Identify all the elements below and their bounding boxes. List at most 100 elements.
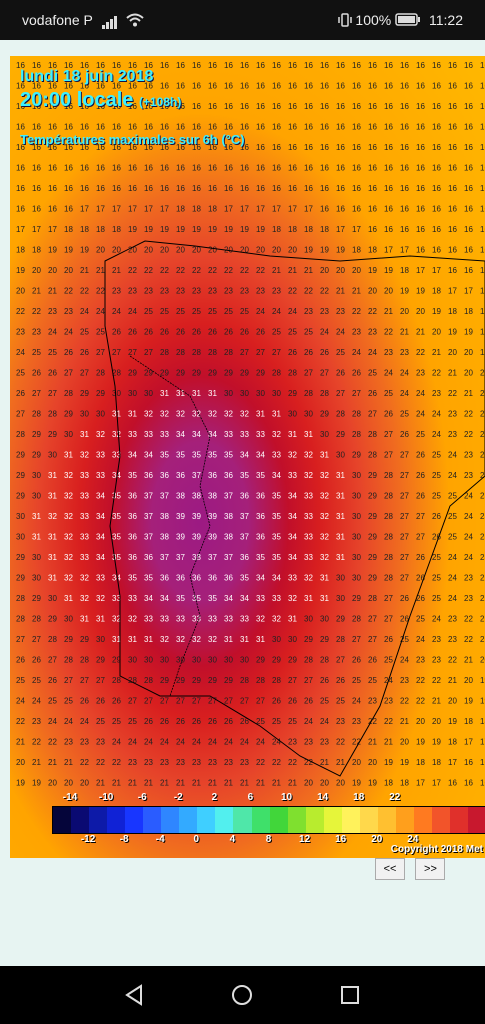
svg-text:22: 22 xyxy=(448,389,457,398)
recents-icon[interactable] xyxy=(338,983,362,1007)
svg-text:16: 16 xyxy=(176,164,185,173)
svg-text:31: 31 xyxy=(320,594,329,603)
svg-text:23: 23 xyxy=(160,287,169,296)
svg-text:16: 16 xyxy=(432,143,441,152)
home-icon[interactable] xyxy=(230,983,254,1007)
back-icon[interactable] xyxy=(122,983,146,1007)
svg-text:21: 21 xyxy=(16,738,25,747)
carrier-label: vodafone P xyxy=(22,12,93,28)
svg-text:29: 29 xyxy=(96,389,105,398)
svg-text:25: 25 xyxy=(256,717,265,726)
svg-text:34: 34 xyxy=(240,451,249,460)
svg-text:20: 20 xyxy=(272,246,281,255)
svg-text:19: 19 xyxy=(160,225,169,234)
svg-text:16: 16 xyxy=(16,164,25,173)
svg-text:20: 20 xyxy=(416,307,425,316)
svg-text:28: 28 xyxy=(192,348,201,357)
svg-text:36: 36 xyxy=(128,533,137,542)
svg-text:18: 18 xyxy=(16,246,25,255)
svg-text:20: 20 xyxy=(400,738,409,747)
svg-text:16: 16 xyxy=(416,143,425,152)
svg-text:32: 32 xyxy=(192,410,201,419)
svg-text:24: 24 xyxy=(288,307,297,316)
svg-text:32: 32 xyxy=(80,451,89,460)
svg-text:32: 32 xyxy=(320,492,329,501)
svg-text:16: 16 xyxy=(368,164,377,173)
svg-text:16: 16 xyxy=(400,225,409,234)
legend-tick: 4 xyxy=(229,834,236,845)
svg-text:24: 24 xyxy=(208,738,217,747)
previous-button[interactable]: << xyxy=(375,858,405,880)
svg-text:29: 29 xyxy=(288,389,297,398)
svg-text:21: 21 xyxy=(336,287,345,296)
svg-text:23: 23 xyxy=(368,697,377,706)
svg-text:17: 17 xyxy=(432,779,441,788)
svg-text:31: 31 xyxy=(144,635,153,644)
svg-text:29: 29 xyxy=(368,553,377,562)
svg-text:33: 33 xyxy=(96,451,105,460)
svg-text:16: 16 xyxy=(384,61,393,70)
svg-text:30: 30 xyxy=(32,471,41,480)
svg-text:23: 23 xyxy=(480,533,485,542)
svg-text:18: 18 xyxy=(208,205,217,214)
svg-text:28: 28 xyxy=(288,369,297,378)
next-button[interactable]: >> xyxy=(415,858,446,880)
svg-text:26: 26 xyxy=(352,369,361,378)
svg-text:33: 33 xyxy=(80,512,89,521)
svg-text:17: 17 xyxy=(448,287,457,296)
svg-text:27: 27 xyxy=(96,676,105,685)
svg-text:26: 26 xyxy=(224,328,233,337)
svg-text:25: 25 xyxy=(352,676,361,685)
svg-text:32: 32 xyxy=(128,615,137,624)
svg-text:16: 16 xyxy=(304,123,313,132)
svg-text:26: 26 xyxy=(176,717,185,726)
svg-text:22: 22 xyxy=(32,738,41,747)
svg-text:36: 36 xyxy=(144,471,153,480)
svg-text:20: 20 xyxy=(304,779,313,788)
svg-text:23: 23 xyxy=(320,307,329,316)
svg-text:31: 31 xyxy=(80,615,89,624)
svg-text:16: 16 xyxy=(464,143,473,152)
svg-text:16: 16 xyxy=(128,82,137,91)
svg-text:21: 21 xyxy=(368,738,377,747)
legend-swatch xyxy=(269,807,288,833)
svg-text:35: 35 xyxy=(112,533,121,542)
svg-text:16: 16 xyxy=(64,205,73,214)
svg-text:16: 16 xyxy=(480,143,485,152)
svg-text:28: 28 xyxy=(336,410,345,419)
svg-text:36: 36 xyxy=(192,574,201,583)
svg-text:32: 32 xyxy=(320,553,329,562)
svg-text:24: 24 xyxy=(48,717,57,726)
svg-text:35: 35 xyxy=(224,451,233,460)
svg-text:22: 22 xyxy=(96,758,105,767)
svg-text:21: 21 xyxy=(288,266,297,275)
svg-text:25: 25 xyxy=(192,307,201,316)
svg-text:19: 19 xyxy=(208,225,217,234)
svg-text:26: 26 xyxy=(368,656,377,665)
svg-text:16: 16 xyxy=(176,143,185,152)
svg-text:26: 26 xyxy=(304,697,313,706)
legend-swatch xyxy=(359,807,378,833)
svg-text:26: 26 xyxy=(288,697,297,706)
svg-text:23: 23 xyxy=(432,389,441,398)
svg-text:16: 16 xyxy=(464,61,473,70)
svg-text:35: 35 xyxy=(112,512,121,521)
svg-text:23: 23 xyxy=(192,287,201,296)
svg-text:30: 30 xyxy=(272,389,281,398)
svg-text:16: 16 xyxy=(400,143,409,152)
svg-text:17: 17 xyxy=(448,758,457,767)
svg-text:16: 16 xyxy=(96,61,105,70)
svg-text:38: 38 xyxy=(192,492,201,501)
legend-swatch xyxy=(161,807,180,833)
svg-text:39: 39 xyxy=(192,512,201,521)
battery-percent: 100% xyxy=(355,12,392,28)
svg-text:25: 25 xyxy=(320,697,329,706)
svg-text:16: 16 xyxy=(368,123,377,132)
svg-text:16: 16 xyxy=(80,184,89,193)
svg-text:31: 31 xyxy=(336,512,345,521)
svg-text:19: 19 xyxy=(432,738,441,747)
svg-text:26: 26 xyxy=(400,615,409,624)
svg-text:26: 26 xyxy=(400,430,409,439)
svg-text:16: 16 xyxy=(112,102,121,111)
svg-text:34: 34 xyxy=(144,451,153,460)
